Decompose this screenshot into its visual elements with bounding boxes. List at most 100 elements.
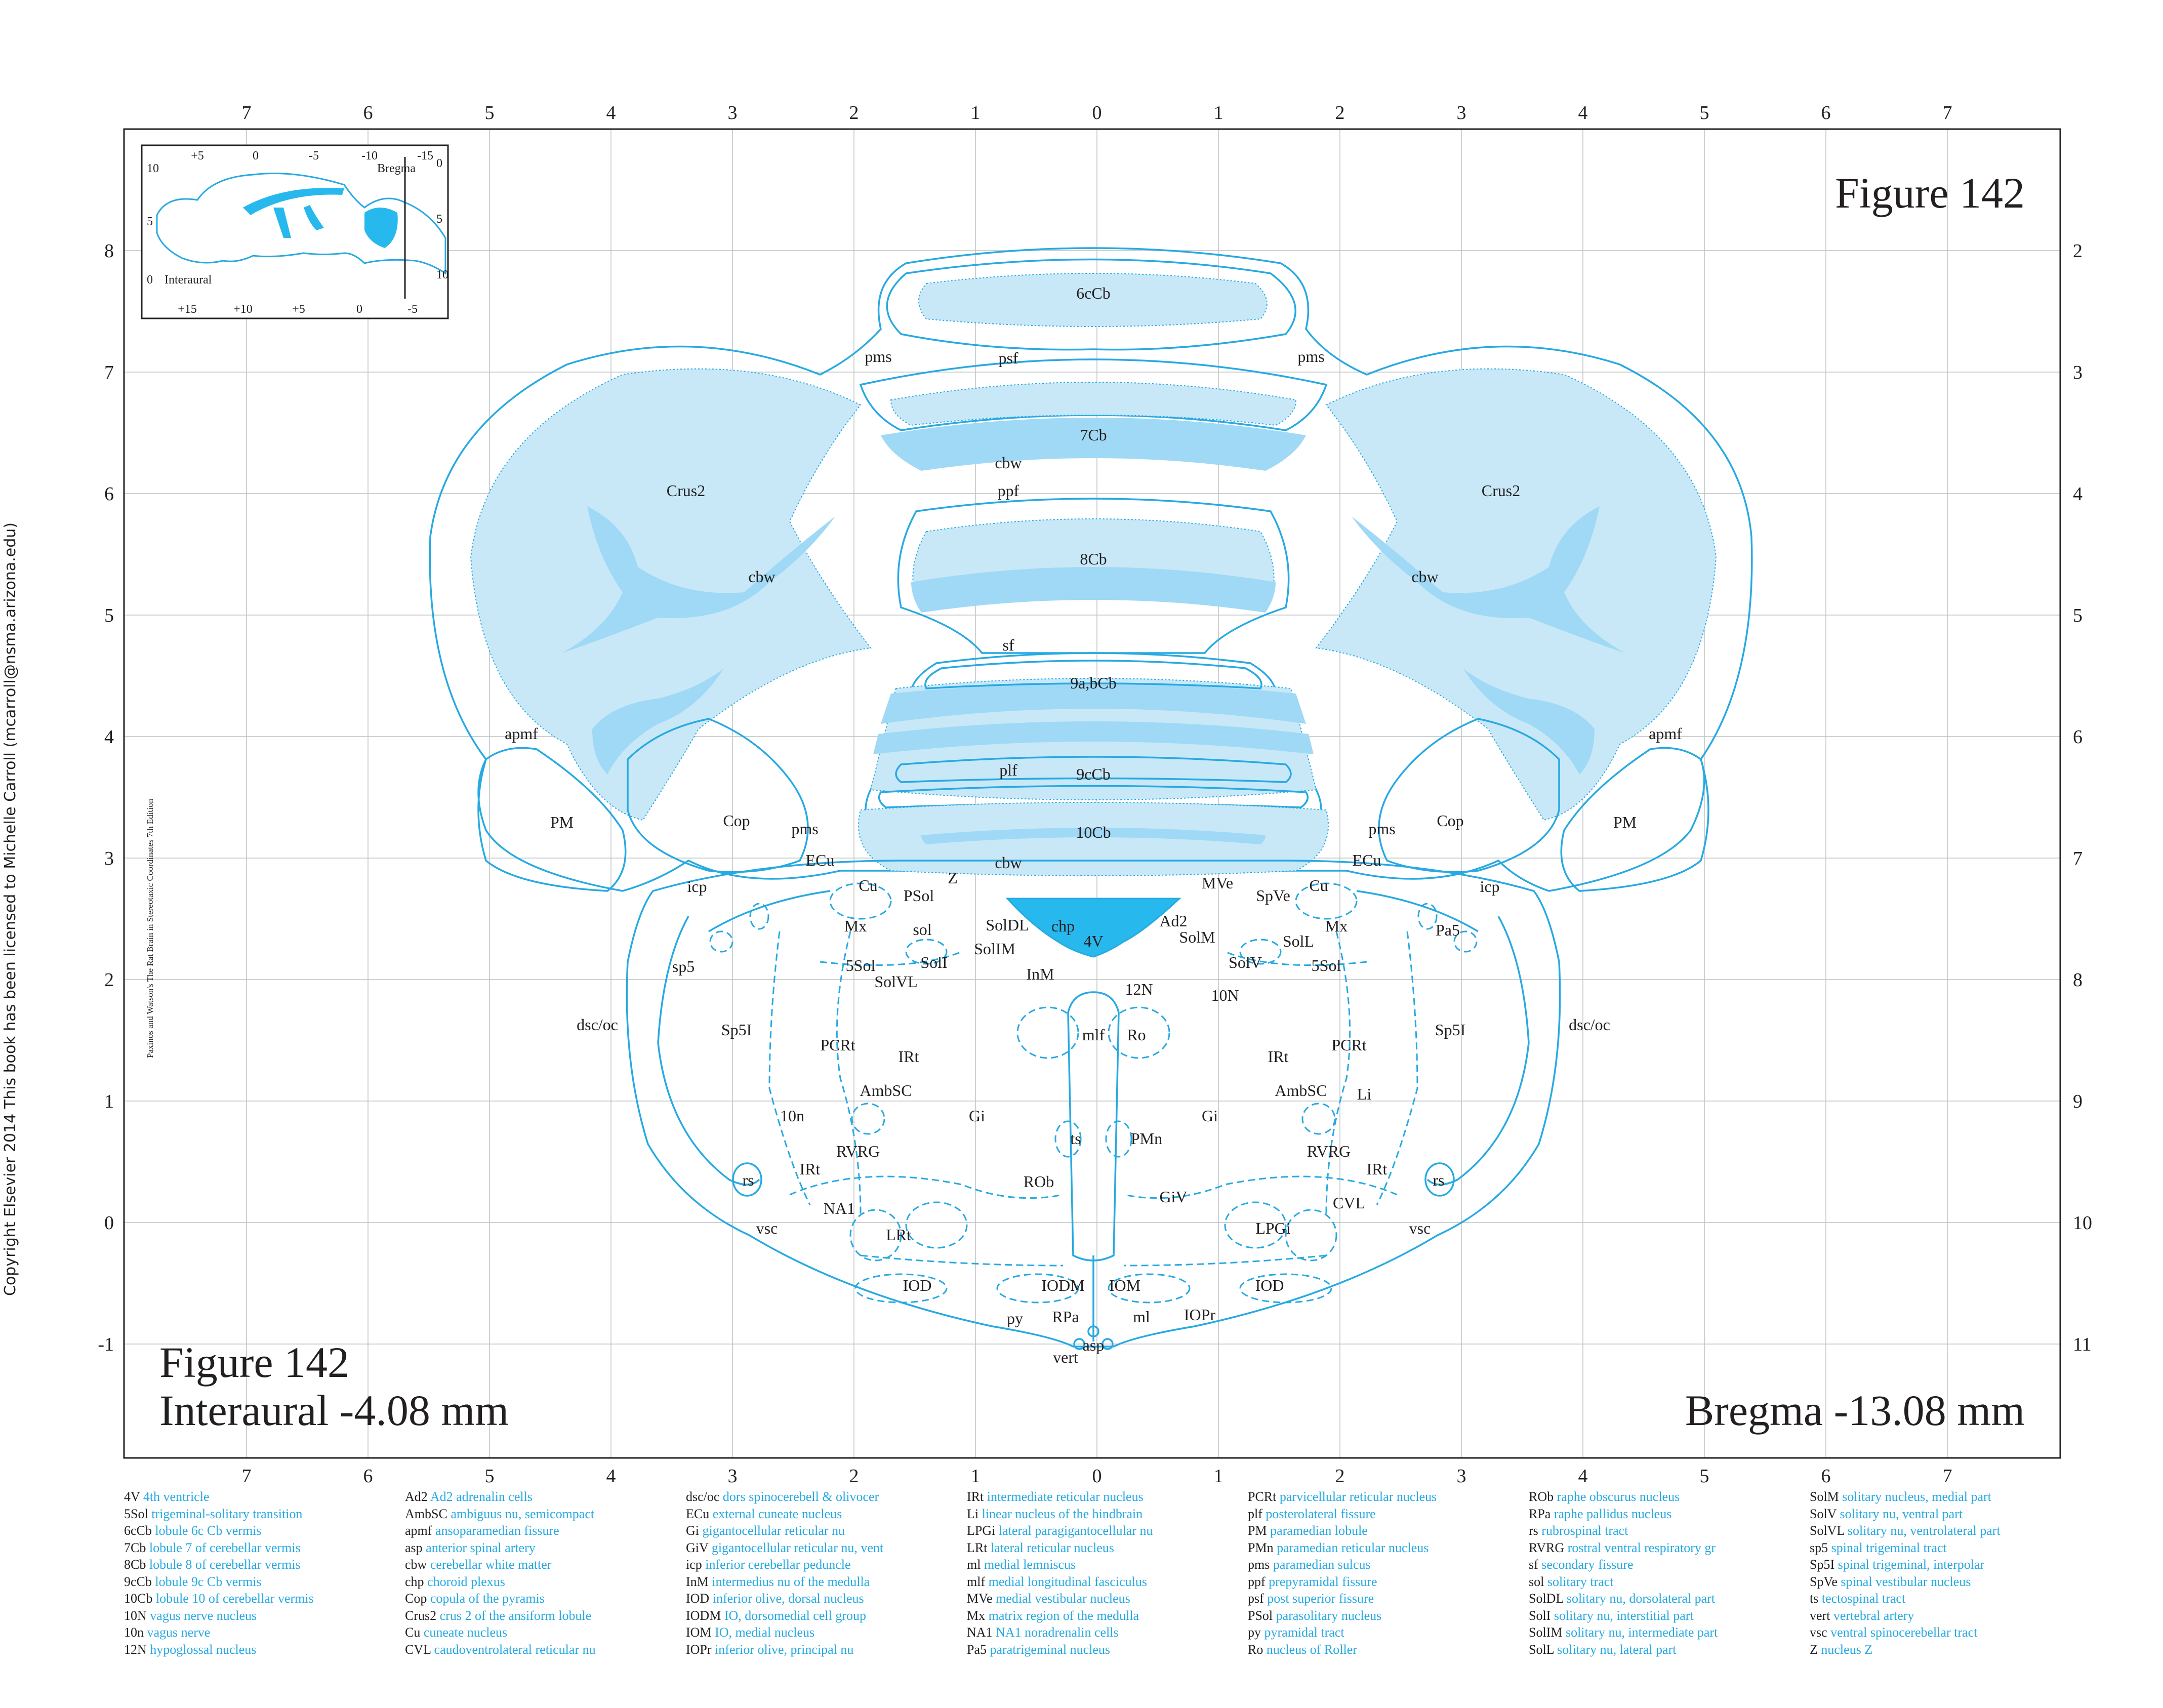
legend-entry: Ro nucleus of Roller: [1248, 1641, 1531, 1658]
axis-bottom-tick: 0: [1092, 1466, 1102, 1487]
legend-entry: Sp5I spinal trigeminal, interpolar: [1810, 1556, 2093, 1573]
legend-entry: LRt lateral reticular nucleus: [967, 1539, 1250, 1557]
legend-abbreviation: Li: [967, 1506, 979, 1521]
interaural-value: Interaural -4.08 mm: [159, 1386, 509, 1435]
label-py: py: [1007, 1309, 1023, 1327]
legend-abbreviation: RPa: [1529, 1506, 1551, 1521]
legend-description: anterior spinal artery: [422, 1540, 536, 1555]
label-gi-right: Gi: [1202, 1107, 1218, 1125]
label-sp5i-left: Sp5I: [721, 1021, 752, 1039]
legend-abbreviation: sf: [1529, 1557, 1538, 1572]
legend-abbreviation: MVe: [967, 1591, 993, 1606]
legend-description: linear nucleus of the hindbrain: [978, 1506, 1143, 1521]
legend-abbreviation: rs: [1529, 1523, 1538, 1538]
legend-description: vagus nerve: [144, 1625, 211, 1640]
inset-tick: -10: [361, 149, 378, 162]
legend-description: lateral reticular nucleus: [987, 1540, 1114, 1555]
legend-abbreviation: Z: [1810, 1642, 1818, 1657]
legend-abbreviation: PSol: [1248, 1608, 1273, 1623]
legend-description: cuneate nucleus: [420, 1625, 508, 1640]
legend-description: copula of the pyramis: [427, 1591, 545, 1606]
legend-abbreviation: cbw: [405, 1557, 427, 1572]
legend-entry: asp anterior spinal artery: [405, 1539, 688, 1557]
label-cbw-low: cbw: [995, 853, 1022, 872]
legend-entry: PMn paramedian reticular nucleus: [1248, 1539, 1531, 1557]
inset-tick: 5: [436, 213, 442, 226]
legend-entry: mlf medial longitudinal fasciculus: [967, 1573, 1250, 1591]
axis-left-tick: 0: [104, 1212, 114, 1234]
legend-description: matrix region of the medulla: [985, 1608, 1139, 1623]
legend-description: ansoparamedian fissure: [432, 1523, 559, 1538]
legend-abbreviation: IOPr: [686, 1642, 712, 1657]
legend-description: secondary fissure: [1538, 1557, 1634, 1572]
axis-top-tick: 6: [1821, 102, 1831, 124]
legend-abbreviation: AmbSC: [405, 1506, 447, 1521]
legend-entry: SolDL solitary nu, dorsolateral part: [1529, 1590, 1812, 1607]
legend-entry: SolM solitary nucleus, medial part: [1810, 1488, 2093, 1506]
legend-description: solitary nu, ventrolateral part: [1844, 1523, 2001, 1538]
legend-description: lobule 6c Cb vermis: [151, 1523, 262, 1538]
label-icp-right: icp: [1480, 877, 1499, 896]
label-10N: 10N: [1211, 986, 1239, 1004]
label-solvl: SolVL: [874, 972, 917, 991]
legend-entry: NA1 NA1 noradrenalin cells: [967, 1624, 1250, 1641]
legend-abbreviation: GiV: [686, 1540, 709, 1555]
axis-left-tick: 4: [104, 726, 114, 748]
legend-entry: IOD inferior olive, dorsal nucleus: [686, 1590, 969, 1607]
legend-description: paramedian lobule: [1267, 1523, 1368, 1538]
label-soldl: SolDL: [986, 916, 1029, 934]
axis-top-tick: 4: [1578, 102, 1588, 124]
legend-description: lobule 7 of cerebellar vermis: [146, 1540, 301, 1555]
figure-title-top: Figure 142: [1835, 169, 2025, 217]
axis-right-tick: 5: [2073, 605, 2083, 626]
legend-description: vertebral artery: [1830, 1608, 1914, 1623]
axis-right-tick: 11: [2073, 1334, 2092, 1355]
label-spve: SpVe: [1256, 886, 1290, 905]
legend-description: paramedian reticular nucleus: [1273, 1540, 1429, 1555]
label-ambsc-right: AmbSC: [1275, 1081, 1327, 1100]
label-ts: ts: [1070, 1129, 1081, 1148]
legend-entry: psf post superior fissure: [1248, 1590, 1531, 1607]
legend-description: solitary tract: [1544, 1574, 1614, 1589]
inset-tick: -15: [417, 149, 433, 162]
legend-entry: 8Cb lobule 8 of cerebellar vermis: [124, 1556, 407, 1573]
label-soll: SolL: [1283, 932, 1314, 950]
label-rs-left: rs: [742, 1171, 754, 1189]
label-pm-left: PM: [550, 813, 574, 831]
legend-entry: MVe medial vestibular nucleus: [967, 1590, 1250, 1607]
label-iom: IOM: [1109, 1276, 1140, 1294]
inset-bregma-label: Bregma: [377, 162, 416, 175]
legend-description: cerebellar white matter: [427, 1557, 552, 1572]
label-cbw-left: cbw: [748, 567, 775, 586]
legend-entry: chp choroid plexus: [405, 1573, 688, 1591]
copyright-notice: Copyright Elsevier 2014 This book has be…: [2, 522, 19, 1296]
legend-description: rubrospinal tract: [1538, 1523, 1628, 1538]
legend-description: crus 2 of the ansiform lobule: [436, 1608, 592, 1623]
legend-description: gigantocellular reticular nu: [699, 1523, 845, 1538]
legend-entry: py pyramidal tract: [1248, 1624, 1531, 1641]
label-cop-right: Cop: [1437, 811, 1463, 830]
label-irt-left: IRt: [899, 1047, 919, 1066]
legend-entry: PCRt parvicellular reticular nucleus: [1248, 1488, 1531, 1506]
legend-entry: apmf ansoparamedian fissure: [405, 1522, 688, 1539]
label-ecu-left: ECu: [806, 851, 835, 869]
label-chp: chp: [1051, 917, 1075, 935]
legend-entry: GiV gigantocellular reticular nu, vent: [686, 1539, 969, 1557]
legend-entry: 10Cb lobule 10 of cerebellar vermis: [124, 1590, 407, 1607]
label-crus2-right: Crus2: [1482, 481, 1520, 500]
legend-entry: IOM IO, medial nucleus: [686, 1624, 969, 1641]
legend-description: spinal trigeminal, interpolar: [1834, 1557, 1985, 1572]
label-pcrt-left: PCRt: [820, 1036, 855, 1054]
label-sp5: sp5: [672, 957, 695, 975]
legend-entry: vsc ventral spinocerebellar tract: [1810, 1624, 2093, 1641]
legend-abbreviation: mlf: [967, 1574, 986, 1589]
axis-bottom-tick: 6: [1821, 1466, 1831, 1487]
label-irt-right-2: IRt: [1367, 1160, 1387, 1178]
label-li: Li: [1357, 1085, 1372, 1103]
legend-abbreviation: 8Cb: [124, 1557, 146, 1572]
legend-description: posterolateral fissure: [1262, 1506, 1376, 1521]
legend-abbreviation: vsc: [1810, 1625, 1827, 1640]
legend-description: spinal vestibular nucleus: [1837, 1574, 1971, 1589]
legend-abbreviation: Mx: [967, 1608, 986, 1623]
legend-description: paramedian sulcus: [1270, 1557, 1371, 1572]
